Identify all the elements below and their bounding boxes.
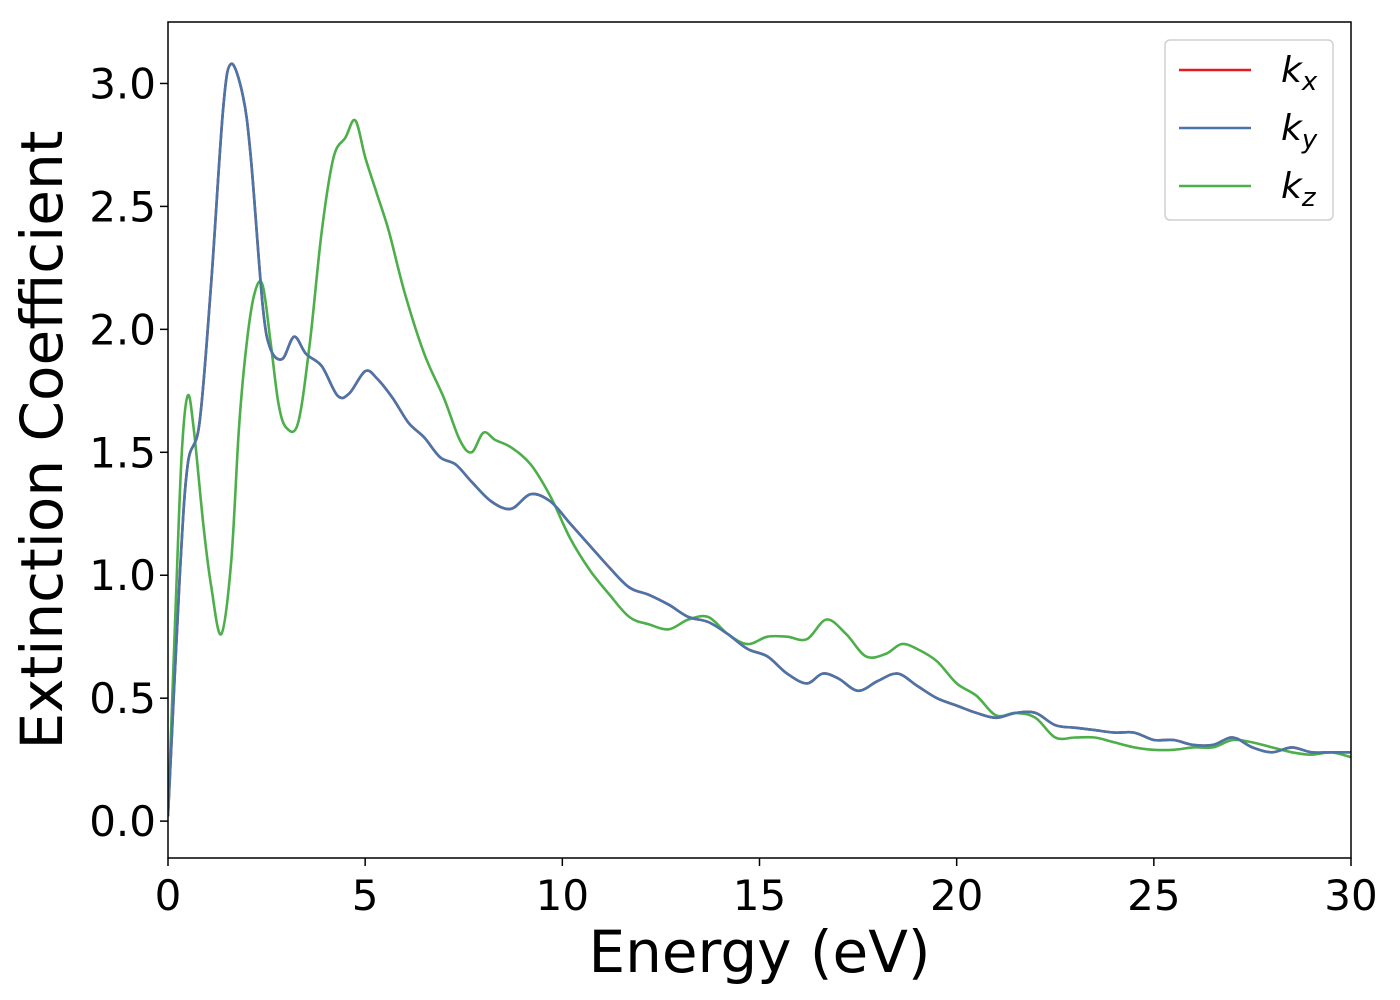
x-tick-label: 15 bbox=[733, 871, 786, 920]
plot-area bbox=[168, 62, 1351, 817]
series-line-ky bbox=[168, 62, 1351, 817]
x-tick-label: 25 bbox=[1127, 871, 1180, 920]
x-tick-label: 0 bbox=[155, 871, 182, 920]
y-axis-ticks: 0.0 0.5 1.0 1.5 2.0 2.5 3.0 bbox=[89, 59, 168, 846]
legend: kx ky kz bbox=[1164, 39, 1334, 221]
legend-label-kx: kx bbox=[1281, 50, 1318, 97]
y-tick-label: 1.5 bbox=[89, 428, 156, 477]
x-axis-ticks: 0 5 10 15 20 25 30 bbox=[155, 858, 1378, 920]
y-axis-label: Extinction Coefficient bbox=[8, 131, 76, 750]
y-tick-label: 1.0 bbox=[89, 551, 156, 600]
x-axis-label: Energy (eV) bbox=[588, 918, 930, 986]
y-tick-label: 2.5 bbox=[89, 182, 156, 231]
legend-label-ky: ky bbox=[1281, 108, 1318, 155]
legend-box bbox=[1164, 39, 1334, 221]
y-tick-label: 0.5 bbox=[89, 674, 156, 723]
x-tick-label: 30 bbox=[1324, 871, 1377, 920]
y-tick-label: 3.0 bbox=[89, 59, 156, 108]
legend-label-kz: kz bbox=[1281, 166, 1317, 213]
series-line-kz bbox=[168, 118, 1351, 817]
x-tick-label: 20 bbox=[930, 871, 983, 920]
y-tick-label: 2.0 bbox=[89, 305, 156, 354]
x-tick-label: 5 bbox=[352, 871, 379, 920]
y-tick-label: 0.0 bbox=[89, 797, 156, 846]
x-tick-label: 10 bbox=[536, 871, 589, 920]
plot-frame bbox=[167, 21, 1352, 859]
